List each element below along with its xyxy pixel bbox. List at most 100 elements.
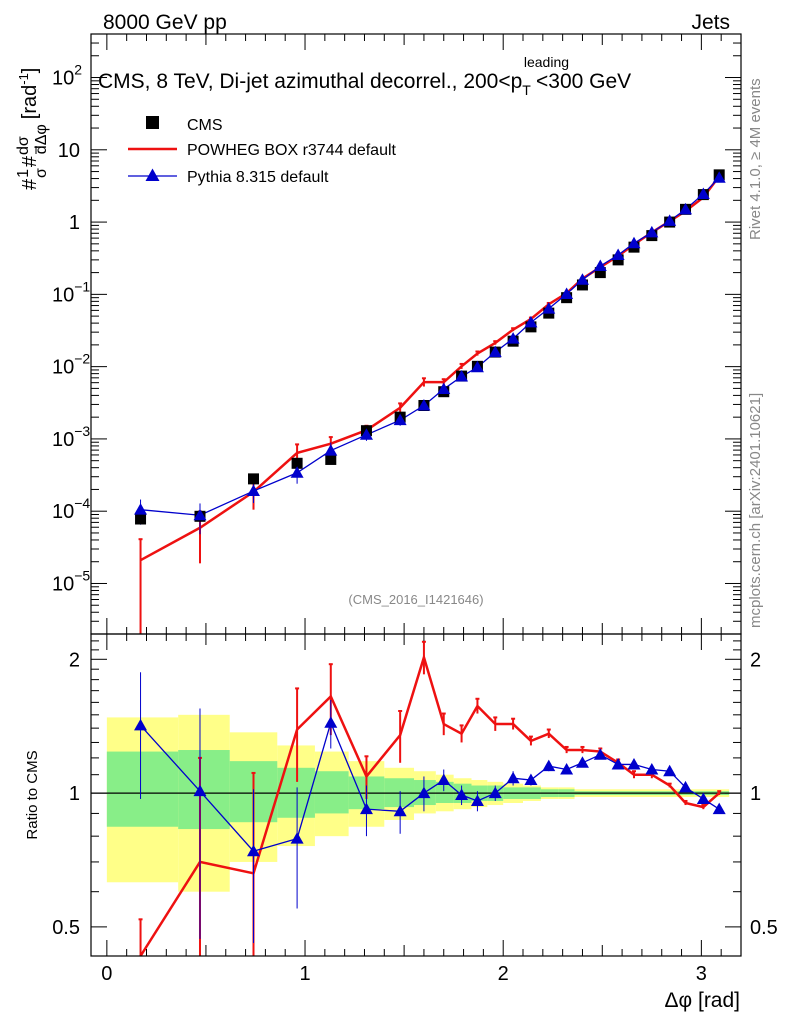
ylabel-den-2: dΔφ (33, 124, 50, 154)
ratio-ylabel: Ratio to CMS (24, 750, 41, 839)
stat-uncertainty-band (435, 781, 454, 803)
pythia-data-point (488, 345, 502, 358)
main-ytick-label: 10−4 (52, 495, 90, 523)
pythia-ratio-point (455, 788, 469, 801)
ytick-exponent: −1 (74, 278, 90, 294)
legend: CMS POWHEG BOX r3744 default Pythia 8.31… (128, 116, 397, 186)
pythia-ratio-point (679, 780, 693, 793)
title-tail: <300 GeV (536, 70, 631, 93)
stat-uncertainty-band (178, 750, 230, 830)
ratio-xtick-label: 2 (498, 963, 509, 985)
pythia-ratio-point (359, 802, 373, 815)
pythia-ratio-point (324, 716, 338, 728)
ratio-ytick-label-right: 0.5 (750, 917, 778, 939)
ratio-ytick-label-left: 1 (69, 783, 80, 805)
ratio-data-layer (134, 640, 726, 957)
pythia-ratio-point (488, 786, 502, 799)
title-main: CMS, 8 TeV, Di-jet azimuthal decorrel., … (98, 70, 522, 93)
main-ytick-label: 1 (69, 212, 80, 234)
pythia-data-point (193, 508, 207, 521)
cms-data-point (291, 457, 303, 469)
pythia-data-point (359, 428, 373, 440)
stat-uncertainty-band (106, 751, 179, 827)
pythia-data-point (542, 302, 556, 314)
main-ytick-label: 10−1 (52, 278, 90, 306)
pythia-ratio-point (290, 832, 304, 844)
pythia-data-point (663, 214, 677, 226)
header-left: 8000 GeV pp (103, 11, 227, 34)
pythia-data-point (506, 332, 520, 344)
pythia-data-point (560, 287, 574, 299)
pythia-data-point (593, 259, 607, 271)
legend-pythia-label: Pythia 8.315 default (187, 169, 329, 186)
pythia-data-point (627, 236, 641, 249)
pythia-ratio-point (193, 784, 207, 797)
pythia-ratio-point (134, 718, 148, 731)
pythia-data-point (455, 370, 469, 382)
ratio-ytick-label-right: 1 (750, 783, 761, 805)
ytick-base: 10 (52, 501, 74, 523)
ratio-xtick-label: 0 (101, 963, 112, 985)
ytick-base: 10 (58, 140, 80, 162)
pythia-data-point (393, 413, 407, 426)
main-ytick-label: 10−2 (52, 351, 90, 379)
main-data-layer (134, 169, 726, 634)
pythia-ratio-point (506, 771, 520, 784)
ratio-xtick-label: 3 (696, 963, 707, 985)
pythia-ratio-point (645, 762, 659, 775)
stat-uncertainty-band (314, 771, 349, 814)
ylabel-den-1: σ (33, 168, 50, 178)
ytick-base: 1 (69, 212, 80, 234)
ylabel-unit-sup: -1 (16, 73, 31, 85)
pythia-data-point (290, 466, 304, 478)
main-ylabel-text: #1σ#dσdΔφ[rad-1] (15, 68, 50, 190)
ytick-exponent: 2 (74, 62, 82, 78)
main-ticks (91, 33, 741, 635)
side-label-bottom: mcplots.cern.ch [arXiv:2401.10621] (747, 393, 764, 628)
legend-cms-marker (146, 116, 159, 129)
pythia-data-point (324, 444, 338, 456)
ytick-base: 10 (52, 357, 74, 379)
ratio-xlabel: Δφ [rad] (665, 989, 741, 1012)
pythia-data-point (575, 273, 589, 285)
pythia-data-point (417, 398, 431, 411)
pythia-ratio-point (696, 792, 710, 804)
pythia-data-point (247, 484, 260, 497)
ylabel-hash-1: # (19, 178, 41, 190)
title-sub: T (522, 82, 531, 98)
ratio-xtick-label: 1 (299, 963, 310, 985)
pythia-data-point (134, 503, 148, 515)
pythia-data-point (524, 315, 538, 328)
pythia-ratio-point (393, 804, 407, 817)
pythia-ratio-point (524, 773, 538, 786)
pythia-ratio-point (247, 844, 260, 857)
main-ytick-label: 10−3 (52, 423, 90, 451)
ratio-ticks (91, 634, 741, 956)
ylabel-hash-2: # (19, 155, 41, 167)
ratio-plot: 2 2 1 1 0.5 0.5 0 1 2 3 (52, 633, 778, 985)
ratio-ytick-label-left: 0.5 (52, 917, 80, 939)
pythia-ratio-point (575, 756, 589, 768)
pythia-ratio-point (560, 762, 574, 775)
ytick-exponent: −2 (74, 351, 90, 367)
pythia-data-point (437, 382, 451, 395)
analysis-watermark: (CMS_2016_I1421646) (348, 592, 483, 607)
pythia-ratio-point (470, 794, 484, 806)
ylabel-unit: [rad (19, 85, 41, 119)
ratio-frame (90, 633, 742, 957)
pythia-series-line (140, 177, 720, 516)
ytick-base: 10 (52, 284, 74, 306)
pythia-data-point (611, 248, 625, 261)
ytick-base: 10 (52, 68, 74, 90)
main-ytick-label: 10 (58, 140, 80, 162)
ratio-uncertainty-bands (91, 714, 741, 892)
powheg-ratio-line (139, 653, 721, 957)
legend-pythia-marker (145, 168, 160, 181)
legend-cms-label: CMS (187, 117, 223, 134)
main-ytick-label: 102 (52, 62, 82, 90)
ylabel-unit-end: ] (19, 68, 41, 74)
ytick-base: 10 (52, 429, 74, 451)
pythia-ratio-point (593, 748, 607, 760)
